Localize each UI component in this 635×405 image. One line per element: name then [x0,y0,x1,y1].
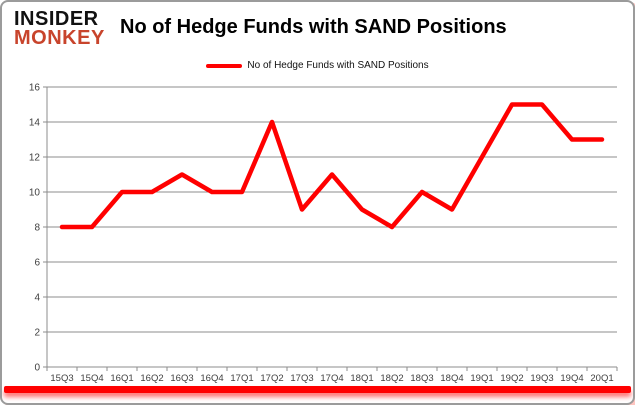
xtick-label-16Q2: 16Q2 [140,373,163,384]
ytick-label-0: 0 [34,363,40,374]
xtick-label-15Q4: 15Q4 [80,373,103,384]
logo-text-insider: INSIDER [14,8,99,30]
ytick-label-4: 4 [34,293,40,304]
ytick-label-16: 16 [29,83,41,94]
chart-legend: No of Hedge Funds with SAND Positions [2,60,633,71]
xtick-label-16Q1: 16Q1 [110,373,133,384]
xtick-label-18Q2: 18Q2 [380,373,403,384]
series-line [59,102,605,230]
xtick-label-18Q3: 18Q3 [410,373,433,384]
insider-monkey-logo: INSIDER MONKEY [14,8,105,49]
xtick-label-20Q1: 20Q1 [590,373,613,384]
xtick-label-17Q2: 17Q2 [260,373,283,384]
ytick-label-8: 8 [34,223,40,234]
xtick-label-18Q4: 18Q4 [440,373,463,384]
xtick-label-19Q4: 19Q4 [560,373,583,384]
ytick-label-12: 12 [29,153,41,164]
xtick-label-16Q3: 16Q3 [170,373,193,384]
xtick-label-19Q1: 19Q1 [470,373,493,384]
xtick-label-15Q3: 15Q3 [50,373,73,384]
chart-title: No of Hedge Funds with SAND Positions [120,16,507,38]
xtick-label-19Q2: 19Q2 [500,373,523,384]
logo-text-monkey: MONKEY [14,27,105,49]
legend-line-marker [206,63,243,68]
xtick-label-17Q4: 17Q4 [320,373,343,384]
ytick-label-14: 14 [29,118,41,129]
xtick-label-17Q1: 17Q1 [230,373,253,384]
xtick-label-16Q4: 16Q4 [200,373,223,384]
ytick-label-2: 2 [34,328,40,339]
ytick-label-6: 6 [34,258,40,269]
bottom-red-bar [4,386,631,393]
ytick-label-10: 10 [29,188,41,199]
xtick-label-18Q1: 18Q1 [350,373,373,384]
xtick-label-19Q3: 19Q3 [530,373,553,384]
legend-series-label: No of Hedge Funds with SAND Positions [247,60,429,71]
xtick-label-17Q3: 17Q3 [290,373,313,384]
